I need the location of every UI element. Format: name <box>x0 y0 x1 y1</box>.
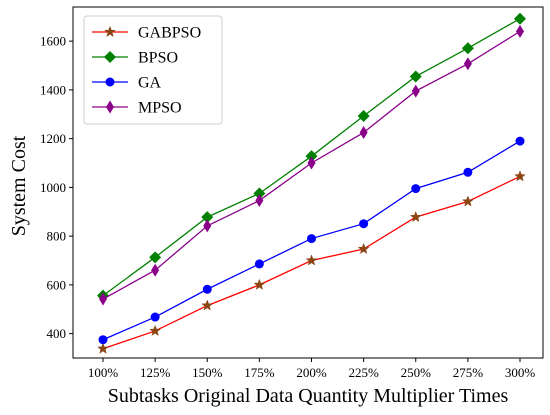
legend-item-bpso: BPSO <box>92 50 178 67</box>
legend-marker <box>106 100 114 114</box>
data-point-gabpso <box>97 342 109 354</box>
x-tick-label: 275% <box>453 365 484 380</box>
data-point-ga <box>515 136 525 146</box>
legend-label: BPSO <box>138 50 178 67</box>
data-point-ga <box>359 219 369 229</box>
data-point-ga <box>307 234 316 244</box>
y-tick-label: 1200 <box>40 131 66 146</box>
data-point-gabpso <box>357 242 370 255</box>
y-axis-label: System Cost <box>8 135 30 236</box>
data-point-gabpso <box>305 254 318 266</box>
data-point-mpso <box>463 57 472 71</box>
data-point-bpso <box>409 70 422 83</box>
legend-marker <box>105 77 115 87</box>
x-tick-label: 150% <box>192 365 223 380</box>
data-point-gabpso <box>409 210 422 223</box>
x-tick-label: 125% <box>140 365 171 380</box>
x-tick-label: 225% <box>348 365 379 380</box>
data-point-mpso <box>411 84 420 98</box>
data-point-mpso <box>255 194 264 208</box>
y-tick-label: 1400 <box>40 82 66 97</box>
data-point-bpso <box>461 42 474 55</box>
legend-item-ga: GA <box>92 75 162 92</box>
legend-marker <box>104 51 116 63</box>
series-gabpso <box>97 170 526 354</box>
data-point-bpso <box>201 211 214 224</box>
data-point-bpso <box>514 12 526 25</box>
data-point-mpso <box>516 24 524 38</box>
y-tick-label: 800 <box>47 229 67 244</box>
data-point-bpso <box>305 150 318 163</box>
y-tick-label: 1000 <box>40 180 66 195</box>
plot-frame <box>72 6 544 359</box>
data-point-ga <box>202 284 212 294</box>
y-tick-label: 600 <box>47 277 67 292</box>
series-ga <box>98 136 525 345</box>
y-tick-label: 1600 <box>40 34 66 49</box>
data-point-bpso <box>253 187 266 200</box>
data-point-gabpso <box>461 195 474 207</box>
x-tick-label: 200% <box>296 365 327 380</box>
data-point-gabpso <box>149 324 162 336</box>
series-mpso <box>99 24 524 306</box>
legend-box <box>83 15 223 125</box>
data-point-ga <box>463 167 473 177</box>
legend-label: GA <box>138 75 162 92</box>
data-point-mpso <box>151 263 160 277</box>
legend-label: GABPSO <box>138 25 201 42</box>
data-point-gabpso <box>514 170 526 182</box>
legend-marker <box>104 25 116 38</box>
x-axis-label: Subtasks Original Data Quantity Multipli… <box>108 385 509 407</box>
y-tick-label: 400 <box>47 326 67 341</box>
data-point-ga <box>98 335 108 345</box>
data-point-mpso <box>307 156 316 170</box>
data-point-bpso <box>149 251 162 264</box>
data-point-mpso <box>99 292 107 306</box>
data-point-bpso <box>357 109 370 122</box>
x-tick-label: 175% <box>244 365 275 380</box>
data-point-ga <box>150 312 160 322</box>
data-point-gabpso <box>253 278 266 290</box>
data-point-ga <box>254 259 264 269</box>
legend-item-gabpso: GABPSO <box>92 25 201 42</box>
x-tick-label: 250% <box>401 365 432 380</box>
legend-label: MPSO <box>138 100 182 117</box>
data-point-mpso <box>359 126 368 140</box>
data-point-ga <box>411 184 421 194</box>
x-tick-label: 100% <box>88 365 119 380</box>
data-point-gabpso <box>201 299 214 311</box>
data-point-mpso <box>203 219 212 233</box>
legend-item-mpso: MPSO <box>92 100 182 117</box>
x-tick-label: 300% <box>505 365 536 380</box>
